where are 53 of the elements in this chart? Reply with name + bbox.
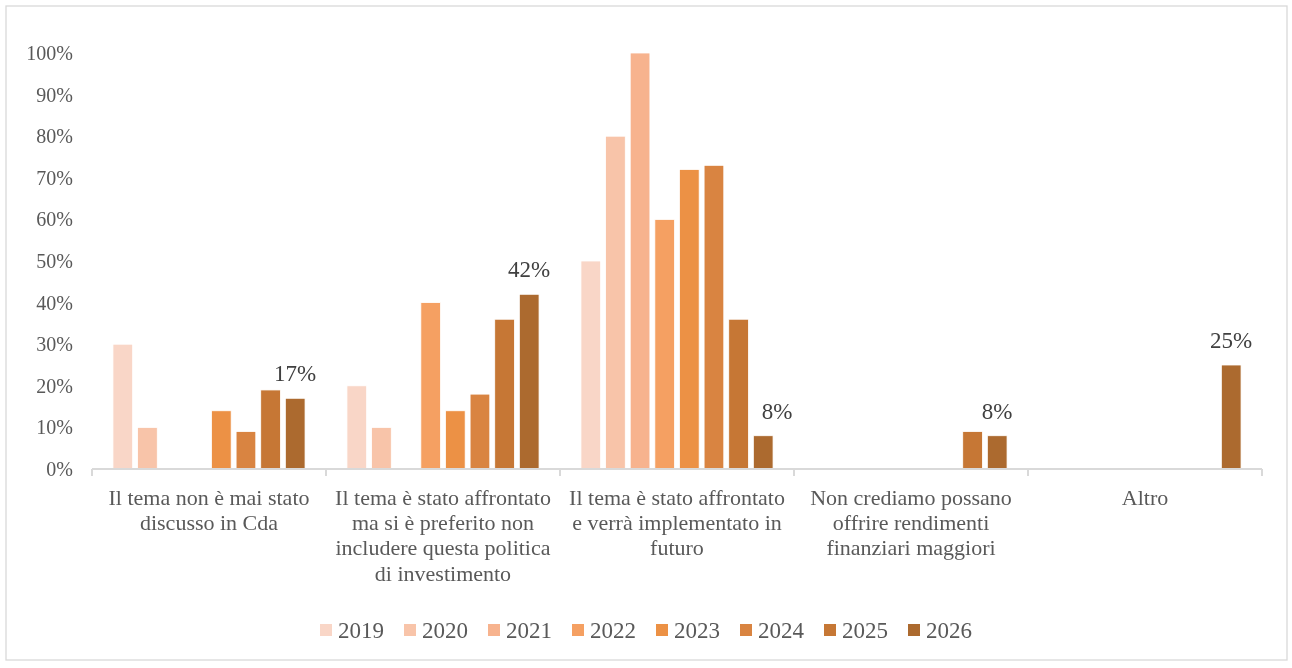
bar <box>1220 364 1242 470</box>
x-tick-label: Il tema non è mai stato discusso in Cda <box>108 484 310 535</box>
y-tick-label: 100% <box>26 42 73 64</box>
y-tick-label: 20% <box>36 374 73 397</box>
data-label: 8% <box>761 398 793 424</box>
x-tick-label: Il tema è stato affrontato ma si è preferito non includere questa politica di investimento <box>335 484 551 586</box>
data-label: 25% <box>1210 328 1253 353</box>
legend-label: 2025 <box>842 617 888 643</box>
bar <box>469 393 491 470</box>
bar <box>211 410 232 470</box>
legend-label: 2023 <box>674 617 720 643</box>
legend-label: 2021 <box>506 617 552 643</box>
bar <box>494 318 515 470</box>
data-label: 42% <box>508 257 551 283</box>
y-tick-label: 10% <box>36 416 73 439</box>
legend-label: 2026 <box>926 617 972 643</box>
bar <box>284 397 306 470</box>
bar <box>137 427 158 470</box>
bar <box>962 431 983 470</box>
y-tick-label: 50% <box>36 250 73 272</box>
y-tick-label: 70% <box>36 166 73 189</box>
bar <box>605 135 626 470</box>
y-tick-label: 90% <box>36 83 73 106</box>
y-tick-label: 0% <box>46 458 73 480</box>
bar <box>445 410 466 470</box>
data-label: 8% <box>981 398 1013 424</box>
x-tick-label: Non crediamo possano offrire rendimenti finanziari maggiori <box>810 484 1012 561</box>
bar <box>235 431 257 470</box>
bar <box>580 260 602 470</box>
bar <box>629 52 651 470</box>
y-tick-label: 40% <box>36 291 73 314</box>
bar <box>728 318 749 470</box>
data-label: 17% <box>274 361 317 387</box>
y-tick-label: 80% <box>36 125 73 148</box>
bar <box>752 435 774 470</box>
bar <box>518 293 540 470</box>
bar <box>371 427 392 470</box>
bar <box>260 389 281 470</box>
bar <box>654 219 675 470</box>
x-tick-label: Altro <box>1121 484 1169 510</box>
bar <box>420 302 441 470</box>
x-tick-label: Il tema è stato affrontato e verrà implementato in futuro <box>569 484 785 561</box>
bar <box>986 435 1008 470</box>
legend-label: 2022 <box>590 617 636 643</box>
y-tick-label: 60% <box>36 208 73 231</box>
bar <box>703 164 725 470</box>
legend-label: 2024 <box>758 617 805 643</box>
legend-label: 2019 <box>338 617 384 643</box>
y-tick-label: 30% <box>36 333 73 356</box>
bar <box>679 169 700 470</box>
bar <box>112 343 134 470</box>
bar <box>346 385 368 470</box>
legend-label: 2020 <box>422 617 468 643</box>
